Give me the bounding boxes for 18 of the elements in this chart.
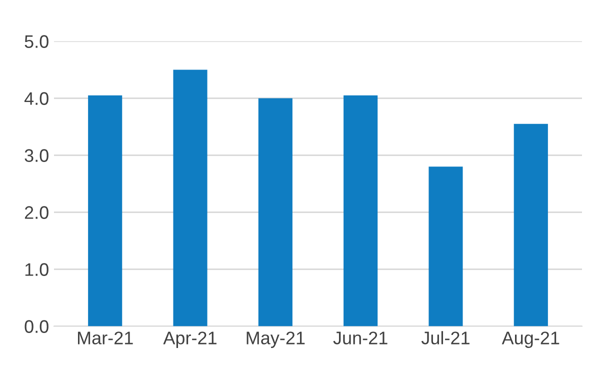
x-tick-label: Jun-21 <box>333 332 388 344</box>
bar <box>428 166 463 326</box>
bar <box>514 124 548 326</box>
y-tick-label: 2.0 <box>24 206 48 219</box>
y-tick-label: 1.0 <box>25 263 48 276</box>
bar <box>344 95 378 326</box>
x-tick-label: Jul-21 <box>421 331 470 344</box>
x-tick-label: Apr-21 <box>163 332 216 348</box>
y-tick-label: 0.0 <box>24 320 48 333</box>
x-tick-label: Mar-21 <box>78 332 133 344</box>
y-tick-label: 4.0 <box>24 92 48 105</box>
x-tick-label: May-21 <box>246 332 305 348</box>
bar <box>88 95 122 326</box>
bar <box>258 98 292 326</box>
bar <box>173 70 208 326</box>
y-tick-label: 5.0 <box>24 35 48 48</box>
x-tick-label: Aug-21 <box>502 332 560 348</box>
y-tick-label: 3.0 <box>24 149 48 162</box>
